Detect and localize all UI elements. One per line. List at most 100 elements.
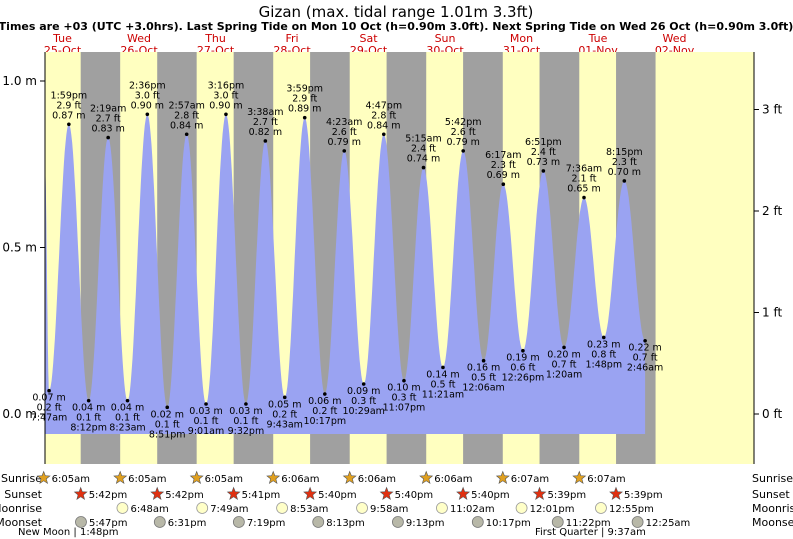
sunset-time: 5:39pm	[548, 490, 587, 501]
low-tide-ft: 0.1 ft	[155, 419, 180, 430]
high-tide-m: 0.74 m	[407, 154, 440, 165]
high-tide-marker	[461, 149, 466, 153]
high-tide-m: 0.89 m	[288, 104, 321, 115]
low-tide-time: 2:46am	[627, 363, 663, 374]
day-name: Sun	[435, 32, 456, 45]
high-tide-marker	[501, 182, 506, 187]
low-tide-m: 0.20 m	[547, 349, 580, 360]
moonset-time: 5:47pm	[89, 518, 128, 529]
high-tide-marker	[263, 139, 268, 143]
low-tide-ft: 0.6 ft	[510, 363, 535, 374]
event-row-label-right: Sunrise	[752, 472, 793, 485]
high-tide-m: 0.87 m	[52, 110, 85, 121]
moonrise-time: 9:58am	[370, 504, 408, 515]
low-tide-m: 0.07 m	[32, 393, 65, 404]
moonrise-time: 6:48am	[130, 504, 168, 515]
high-tide-time: 2:19am	[90, 104, 126, 115]
high-tide-m: 0.84 m	[170, 120, 203, 131]
low-tide-time: 8:23am	[109, 423, 145, 434]
high-tide-m: 0.90 m	[209, 100, 242, 111]
low-tide-ft: 0.7 ft	[552, 359, 577, 370]
low-tide-m: 0.14 m	[426, 369, 459, 380]
day-name: Sat	[360, 32, 379, 45]
high-tide-ft: 2.8 ft	[174, 110, 199, 121]
low-tide-time: 10:17pm	[303, 416, 346, 427]
day-name: Wed	[663, 32, 687, 45]
low-tide-marker	[601, 335, 606, 340]
sunset-icon	[150, 486, 165, 500]
high-tide-ft: 2.4 ft	[411, 144, 436, 155]
high-tide-ft: 2.3 ft	[612, 157, 637, 168]
moonrise-time: 12:01pm	[530, 504, 575, 515]
sunset-time: 5:41pm	[242, 490, 281, 501]
moonset-time: 7:19pm	[247, 518, 286, 529]
event-row-label-left: Sunrise	[1, 472, 42, 485]
event-row-label-right: Moonrise	[752, 502, 793, 515]
low-tide-marker	[204, 402, 208, 406]
sunrise-icon	[342, 470, 357, 484]
moonset-time: 6:31pm	[168, 518, 207, 529]
moonset-time: 10:17pm	[486, 518, 531, 529]
low-tide-time: 9:01am	[188, 426, 224, 437]
moonset-time: 9:13pm	[406, 518, 445, 529]
high-tide-time: 4:47pm	[365, 100, 402, 111]
low-tide-time: 11:21am	[422, 389, 464, 400]
day-name: Fri	[285, 32, 298, 45]
low-tide-m: 0.23 m	[587, 339, 620, 350]
low-tide-m: 0.02 m	[151, 409, 184, 420]
high-tide-ft: 2.7 ft	[253, 117, 278, 128]
sunset-time: 5:42pm	[89, 490, 128, 501]
low-tide-ft: 0.3 ft	[351, 396, 376, 407]
event-row-label-left: Moonrise	[0, 502, 42, 515]
low-tide-time: 12:06am	[462, 383, 504, 394]
low-tide-m: 0.19 m	[506, 353, 539, 364]
event-row-label-left: Moonset	[0, 516, 43, 529]
sunset-icon	[609, 486, 623, 500]
low-tide-marker	[562, 345, 566, 350]
sunset-time: 5:40pm	[395, 490, 434, 501]
high-tide-m: 0.82 m	[249, 127, 282, 138]
high-tide-marker	[184, 132, 189, 137]
high-tide-marker	[541, 169, 546, 173]
low-tide-time: 10:29am	[342, 406, 384, 417]
high-tide-time: 5:42pm	[445, 117, 482, 128]
low-tide-time: 9:43am	[267, 419, 303, 430]
sunset-time: 5:40pm	[471, 490, 510, 501]
high-tide-ft: 2.4 ft	[531, 147, 556, 158]
sunrise-icon	[113, 470, 128, 484]
day-name: Thu	[204, 32, 226, 45]
sunrise-icon	[495, 470, 510, 484]
right-tick-label: 1 ft	[762, 306, 782, 320]
moonrise-time: 11:02am	[450, 504, 495, 515]
high-tide-m: 0.84 m	[367, 120, 400, 131]
low-tide-ft: 0.7 ft	[633, 353, 658, 364]
moonrise-time: 7:49am	[210, 504, 248, 515]
left-tick-label: 0.0 m	[2, 407, 37, 421]
low-tide-m: 0.04 m	[72, 403, 105, 414]
sunrise-icon	[36, 470, 51, 484]
low-tide-ft: 0.3 ft	[391, 393, 416, 404]
right-tick-label: 2 ft	[762, 204, 782, 218]
sunrise-time: 6:06am	[434, 474, 472, 485]
low-tide-time: 1:20am	[546, 369, 582, 380]
sunrise-time: 6:05am	[52, 474, 90, 485]
high-tide-marker	[224, 112, 228, 117]
day-name: Tue	[588, 32, 608, 45]
moonrise-icon	[276, 502, 288, 514]
y-axes: 1.0 m 0.5 m 0.0 m 3 ft 2 ft 1 ft 0 ft	[2, 74, 782, 421]
moonrise-icon	[515, 502, 528, 514]
low-tide-marker	[86, 398, 91, 403]
sunrise-icon	[266, 470, 281, 484]
moonset-icon	[312, 516, 325, 528]
event-row-label-right: Sunset	[752, 488, 790, 501]
high-tide-time: 5:15am	[405, 134, 441, 145]
low-tide-time: 7:47am	[31, 413, 67, 424]
low-tide-ft: 0.2 ft	[312, 406, 337, 417]
high-tide-time: 2:36pm	[129, 80, 166, 91]
moonrise-time: 8:53am	[290, 504, 328, 515]
sunset-icon	[226, 486, 241, 500]
high-tide-ft: 2.3 ft	[491, 160, 516, 171]
low-tide-ft: 0.2 ft	[37, 403, 62, 414]
high-tide-ft: 2.6 ft	[332, 127, 357, 138]
